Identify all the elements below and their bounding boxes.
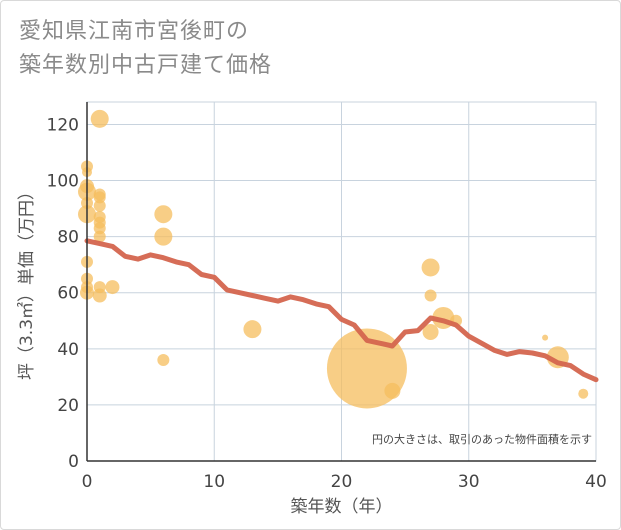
bubble-10 [90,109,109,128]
bubble-12 [93,191,106,204]
y-tick-label-0: 0 [68,452,79,472]
bubble-13 [93,199,106,212]
bubble-21 [154,205,173,224]
x-axis-label: 築年数（年） [291,497,393,517]
bubble-22 [154,227,173,246]
x-tick-label-40: 40 [585,472,607,492]
grid-lines [86,101,597,462]
chart-title-line-1: 愛知県江南市宮後町の [19,19,250,44]
chart-title: 愛知県江南市宮後町の 築年数別中古戸建て価格 [19,15,272,83]
bubble-26 [384,382,401,399]
x-tick-labels: 0 10 20 30 40 [82,472,607,492]
trend-line [84,238,599,383]
y-tick-label-120: 120 [47,115,79,135]
y-axis-label: 坪（3.3㎡）単価（万円） [17,183,37,380]
bubble-29 [422,323,439,340]
bubble-32 [542,334,549,341]
x-tick-label-10: 10 [203,472,225,492]
bubble-24 [243,320,262,339]
x-tick-label-20: 20 [331,472,353,492]
bubble-19 [92,288,107,303]
bubble-23 [157,354,170,367]
x-tick-label-30: 30 [458,472,480,492]
trend-series [84,238,599,383]
chart-title-line-2: 築年数別中古戸建て価格 [19,53,273,78]
bubble-27 [421,258,440,277]
y-tick-label-100: 100 [47,172,79,192]
x-tick-label-0: 0 [82,472,93,492]
bubble-size-note: 円の大きさは、取引のあった物件面積を示す [372,432,592,446]
bubble-34 [578,388,589,399]
bubble-17 [93,230,106,243]
axes [86,102,596,462]
y-tick-label-60: 60 [57,284,79,304]
y-tick-labels: 0 20 40 60 80 100 120 [47,115,79,472]
bubble-16 [93,222,106,235]
y-tick-label-20: 20 [57,396,79,416]
bubble-series [78,109,589,409]
bubble-28 [424,289,437,302]
y-tick-label-80: 80 [57,228,79,248]
y-tick-label-40: 40 [57,340,79,360]
bubble-20 [105,280,120,295]
